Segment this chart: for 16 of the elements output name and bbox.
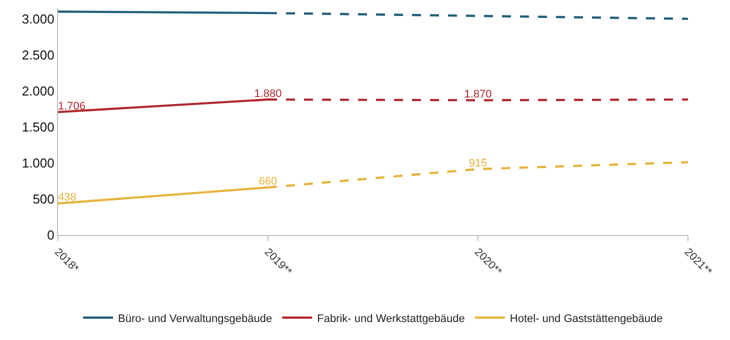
data-label: 1.706 bbox=[58, 100, 86, 112]
y-tick-label: 2.000 bbox=[22, 83, 54, 98]
data-label: 660 bbox=[258, 176, 278, 188]
y-tick-label: 1.500 bbox=[22, 119, 54, 134]
y-tick-label: 0 bbox=[47, 228, 54, 243]
y-tick-label: 2.500 bbox=[22, 47, 54, 62]
y-tick-label: 3.000 bbox=[22, 11, 54, 26]
legend-label: Hotel- und Gaststättengebäude bbox=[510, 312, 663, 325]
data-label: 1.880 bbox=[254, 88, 282, 100]
legend-label: Büro- und Verwaltungsgebäude bbox=[118, 312, 272, 325]
data-label: 915 bbox=[468, 157, 488, 170]
legend-label: Fabrik- und Werkstattgebäude bbox=[317, 312, 465, 325]
data-label: 1.870 bbox=[464, 88, 492, 100]
data-label: 438 bbox=[58, 192, 76, 204]
y-tick-label: 1.000 bbox=[22, 155, 54, 170]
y-tick-label: 500 bbox=[32, 192, 54, 207]
